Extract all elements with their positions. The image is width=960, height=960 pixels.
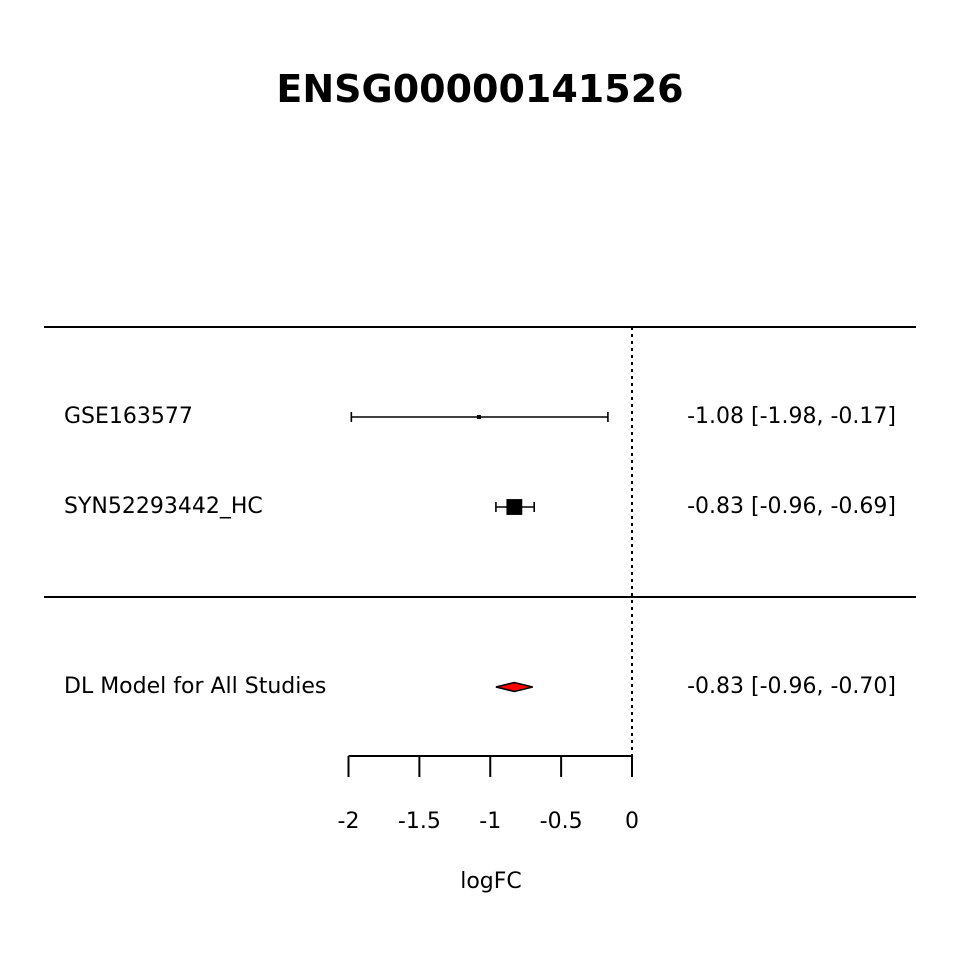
study-marker — [495, 499, 535, 515]
summary-estimate-text: -0.83 [-0.96, -0.70] — [687, 674, 896, 699]
point-estimate-square — [506, 499, 523, 515]
x-tick-label: -1.5 — [398, 809, 441, 834]
x-tick-label: -0.5 — [540, 809, 583, 834]
x-axis-label: logFC — [460, 869, 522, 894]
study-marker — [350, 412, 609, 422]
summary-diamond — [495, 681, 533, 693]
point-estimate-square — [476, 415, 481, 419]
study-label: SYN52293442_HC — [64, 494, 263, 519]
x-tick-label: -1 — [479, 809, 501, 834]
chart-title: ENSG00000141526 — [276, 67, 683, 111]
x-axis: -2 -1.5 -1 -0.5 0 — [338, 755, 639, 834]
study-estimate-text: -0.83 [-0.96, -0.69] — [687, 494, 896, 519]
x-tick-label: -2 — [338, 809, 360, 834]
summary-label: DL Model for All Studies — [64, 674, 326, 699]
x-tick-label: 0 — [625, 809, 639, 834]
study-label: GSE163577 — [64, 404, 193, 429]
study-estimate-text: -1.08 [-1.98, -0.17] — [687, 404, 896, 429]
